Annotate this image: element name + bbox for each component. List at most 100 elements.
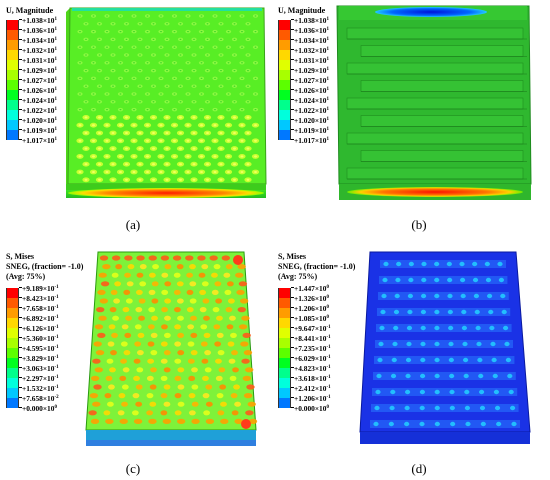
stress-spot: [218, 367, 226, 373]
hole: [125, 85, 128, 87]
stress-spot: [120, 341, 128, 347]
legend-swatch: [6, 378, 19, 388]
hole: [200, 124, 203, 127]
hole: [173, 108, 176, 111]
hole: [193, 85, 195, 87]
legend-entry: +1.036×101: [6, 26, 106, 40]
legend-label: +3.618×10-1: [294, 374, 331, 383]
stress-spot: [197, 255, 206, 261]
legend-label: +1.019×101: [294, 126, 329, 135]
legend-swatch: [278, 368, 291, 378]
hole: [233, 69, 236, 72]
step-band: [346, 167, 524, 180]
hole: [112, 54, 114, 56]
legend-tick: [19, 377, 22, 378]
legend-swatch: [6, 298, 19, 308]
hole: [240, 170, 244, 174]
stress-spot: [214, 281, 222, 287]
hole: [85, 69, 87, 72]
stress-spot: [124, 255, 133, 261]
legend-tick: [291, 109, 294, 110]
plate-top-face: [67, 7, 267, 185]
stress-spot: [201, 358, 209, 364]
stress-spot: [109, 367, 116, 373]
stress-spot: [231, 350, 238, 356]
stress-spot: [225, 264, 233, 270]
stress-node: [380, 309, 386, 315]
hole: [139, 101, 141, 103]
stress-spot: [163, 350, 171, 356]
stress-node: [434, 293, 440, 299]
legend-tick: [291, 287, 294, 288]
stress-spot: [177, 367, 185, 373]
stress-spot: [224, 289, 232, 295]
legend-swatch: [6, 90, 19, 100]
hole: [200, 77, 203, 80]
hole: [133, 15, 135, 17]
hole: [112, 85, 114, 87]
legend-swatch: [6, 338, 19, 348]
stress-spot: [230, 393, 238, 399]
stress-node: [472, 261, 478, 267]
hole: [173, 93, 176, 95]
stress-spot: [148, 418, 157, 424]
legend-entry: +1.027×101: [278, 76, 378, 90]
hole: [227, 30, 230, 33]
stress-spot: [226, 281, 234, 287]
stress-node: [448, 325, 454, 331]
stress-spot: [111, 255, 121, 261]
stress-spot: [99, 298, 109, 304]
stress-node: [498, 277, 504, 283]
hole: [246, 163, 250, 166]
hole: [213, 155, 217, 158]
legend-tick: [291, 297, 294, 298]
hole: [79, 15, 81, 17]
legend-label: +1.029×101: [22, 66, 57, 75]
hole: [240, 124, 244, 127]
legend-entry: +1.029×101: [278, 66, 378, 80]
stress-node: [472, 277, 479, 283]
legend-tick: [19, 109, 22, 110]
legend-swatch: [6, 30, 19, 40]
stress-band: [377, 308, 511, 316]
legend-tick: [19, 29, 22, 30]
hole: [179, 101, 182, 103]
stress-spot: [147, 358, 155, 364]
stress-node: [491, 357, 497, 363]
hole: [241, 46, 243, 48]
hole: [138, 163, 142, 166]
hole: [85, 38, 87, 41]
hole: [119, 93, 122, 95]
stress-node: [382, 277, 388, 283]
stress-spot: [200, 324, 208, 330]
legend-tick: [19, 139, 22, 140]
hole: [200, 139, 203, 142]
stress-node: [434, 341, 440, 347]
stress-spot: [228, 358, 236, 364]
hole: [146, 139, 149, 142]
hole: [132, 139, 136, 142]
hole: [165, 178, 169, 181]
hole: [240, 139, 244, 142]
legend-tick: [291, 327, 294, 328]
hole: [247, 54, 249, 56]
stress-spot: [149, 401, 157, 407]
legend-label: +1.532×10-1: [22, 384, 59, 393]
legend-swatch: [278, 378, 291, 388]
stress-node: [449, 405, 455, 411]
stress-node: [459, 261, 465, 267]
stress-spot: [136, 255, 145, 261]
legend-label: +1.020×101: [22, 116, 57, 125]
legend-swatch: [278, 308, 291, 318]
legend-entry: +1.022×101: [278, 106, 378, 120]
stress-spot: [104, 393, 112, 399]
stress-spot: [230, 332, 237, 338]
hole: [125, 23, 128, 25]
legend-tick: [291, 307, 294, 308]
legend-entry: +7.658×10-2: [6, 394, 106, 408]
hole: [119, 15, 122, 17]
legend-tick: [19, 307, 22, 308]
legend-tick: [19, 19, 22, 20]
legend-tick: [291, 367, 294, 368]
legend-label: +1.032×101: [22, 46, 57, 55]
